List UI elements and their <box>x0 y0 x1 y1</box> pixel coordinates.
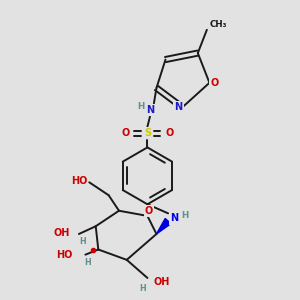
Text: N: N <box>170 214 178 224</box>
Text: H: H <box>137 102 145 111</box>
Text: CH₃: CH₃ <box>209 20 227 28</box>
Text: N: N <box>174 102 182 112</box>
Text: H: H <box>139 284 146 293</box>
Text: H: H <box>181 212 188 220</box>
Text: H: H <box>80 237 86 246</box>
Text: O: O <box>145 206 153 216</box>
Polygon shape <box>157 218 171 234</box>
Text: N: N <box>146 105 154 115</box>
Text: O: O <box>165 128 173 138</box>
Text: HO: HO <box>56 250 73 260</box>
Text: HO: HO <box>71 176 87 186</box>
Text: OH: OH <box>53 228 70 238</box>
Text: OH: OH <box>154 277 170 287</box>
Text: S: S <box>144 128 151 138</box>
Text: O: O <box>211 78 219 88</box>
Text: O: O <box>121 128 130 138</box>
Text: H: H <box>85 258 91 267</box>
